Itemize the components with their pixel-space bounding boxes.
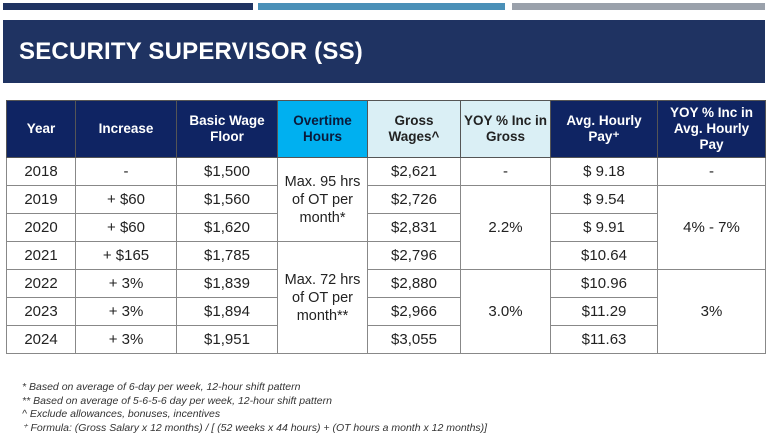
increase-cell: + 3%	[75, 325, 177, 354]
increase-cell: + $165	[75, 241, 177, 270]
header-increase: Increase	[75, 100, 177, 158]
basic-wage-cell: $1,620	[176, 213, 278, 242]
increase-cell: -	[75, 157, 177, 186]
increase-cell: + 3%	[75, 297, 177, 326]
yoy-avg-cell: 4% - 7%	[657, 185, 766, 270]
yoy-gross-cell: 3.0%	[460, 269, 551, 354]
year-cell: 2020	[6, 213, 76, 242]
increase-cell: + $60	[75, 213, 177, 242]
table-row: 2018- $1,500 Max. 95 hrs of OT per month* $…	[6, 157, 766, 242]
header-basic-wage: Basic Wage Floor	[176, 100, 278, 158]
year-cell: 2019	[6, 185, 76, 214]
overtime-cell: Max. 95 hrs of OT per month*	[277, 157, 368, 242]
yoy-gross-cell: 2.2%	[460, 185, 551, 270]
basic-wage-cell: $1,951	[176, 325, 278, 354]
footnotes: * Based on average of 6-day per week, 12…	[22, 381, 487, 435]
yoy-avg-cell: 3%	[657, 269, 766, 354]
basic-wage-cell: $1,500	[176, 157, 278, 186]
table-row: 2020 + $60 $1,620 $2,831 $ 9.91	[6, 213, 766, 242]
year-cell: 2022	[6, 269, 76, 298]
avg-hourly-cell: $ 9.54	[550, 185, 658, 214]
header-overtime: Overtime Hours	[277, 100, 368, 158]
avg-hourly-cell: $11.63	[550, 325, 658, 354]
basic-wage-cell: $1,839	[176, 269, 278, 298]
basic-wage-cell: $1,894	[176, 297, 278, 326]
header-year: Year	[6, 100, 76, 158]
header-avg-hourly: Avg. Hourly Pay⁺	[550, 100, 658, 158]
overtime-cell: Max. 72 hrs of OT per month**	[277, 241, 368, 354]
gross-cell: $2,726	[367, 185, 461, 214]
top-bar-gray	[512, 3, 765, 10]
year-cell: 2018	[6, 157, 76, 186]
top-bar-dark	[3, 3, 253, 10]
gross-cell: $2,796	[367, 241, 461, 270]
yoy-gross-cell: -	[460, 157, 551, 186]
increase-cell: + 3%	[75, 269, 177, 298]
header-row: Year Increase Basic Wage Floor Overtime …	[6, 100, 766, 158]
gross-cell: $3,055	[367, 325, 461, 354]
increase-cell: + $60	[75, 185, 177, 214]
year-cell: 2021	[6, 241, 76, 270]
wage-table: Year Increase Basic Wage Floor Overtime …	[6, 100, 766, 354]
table-row: 2019 + $60 $1,560 $2,726 2.2% $ 9.54 4% - 7%	[6, 185, 766, 270]
gross-cell: $2,831	[367, 213, 461, 242]
avg-hourly-cell: $11.29	[550, 297, 658, 326]
gross-cell: $2,880	[367, 269, 461, 298]
footnote: ⁺ Formula: (Gross Salary x 12 months) / …	[22, 421, 488, 434]
table-row: 2023 + 3% $1,894 $2,966 $11.29	[6, 297, 766, 326]
footnote: ^ Exclude allowances, bonuses, incentive…	[22, 408, 221, 420]
header-yoy-avg: YOY % Inc in Avg. Hourly Pay	[657, 100, 766, 158]
year-cell: 2024	[6, 325, 76, 354]
basic-wage-cell: $1,560	[176, 185, 278, 214]
table-row: 2021 + $165 $1,785 Max. 72 hrs of OT per mo…	[6, 241, 766, 354]
avg-hourly-cell: $ 9.91	[550, 213, 658, 242]
avg-hourly-cell: $10.96	[550, 269, 658, 298]
footnote: * Based on average of 6-day per week, 12…	[22, 381, 301, 393]
top-bar-blue	[258, 3, 505, 10]
basic-wage-cell: $1,785	[176, 241, 278, 270]
yoy-avg-cell: -	[657, 157, 766, 186]
avg-hourly-cell: $ 9.18	[550, 157, 658, 186]
year-cell: 2023	[6, 297, 76, 326]
table-row: 2022 + 3% $1,839 $2,880 3.0% $10.96 3%	[6, 269, 766, 354]
page-title: SECURITY SUPERVISOR (SS)	[19, 38, 363, 65]
title-banner	[3, 20, 765, 83]
table-row: 2024 + 3% $1,951 $3,055 $11.63	[6, 325, 766, 354]
avg-hourly-cell: $10.64	[550, 241, 658, 270]
gross-cell: $2,621	[367, 157, 461, 186]
header-gross: Gross Wages^	[367, 100, 461, 158]
gross-cell: $2,966	[367, 297, 461, 326]
header-yoy-gross: YOY % Inc in Gross	[460, 100, 551, 158]
footnote: ** Based on average of 5-6-5-6 day per w…	[22, 394, 332, 407]
